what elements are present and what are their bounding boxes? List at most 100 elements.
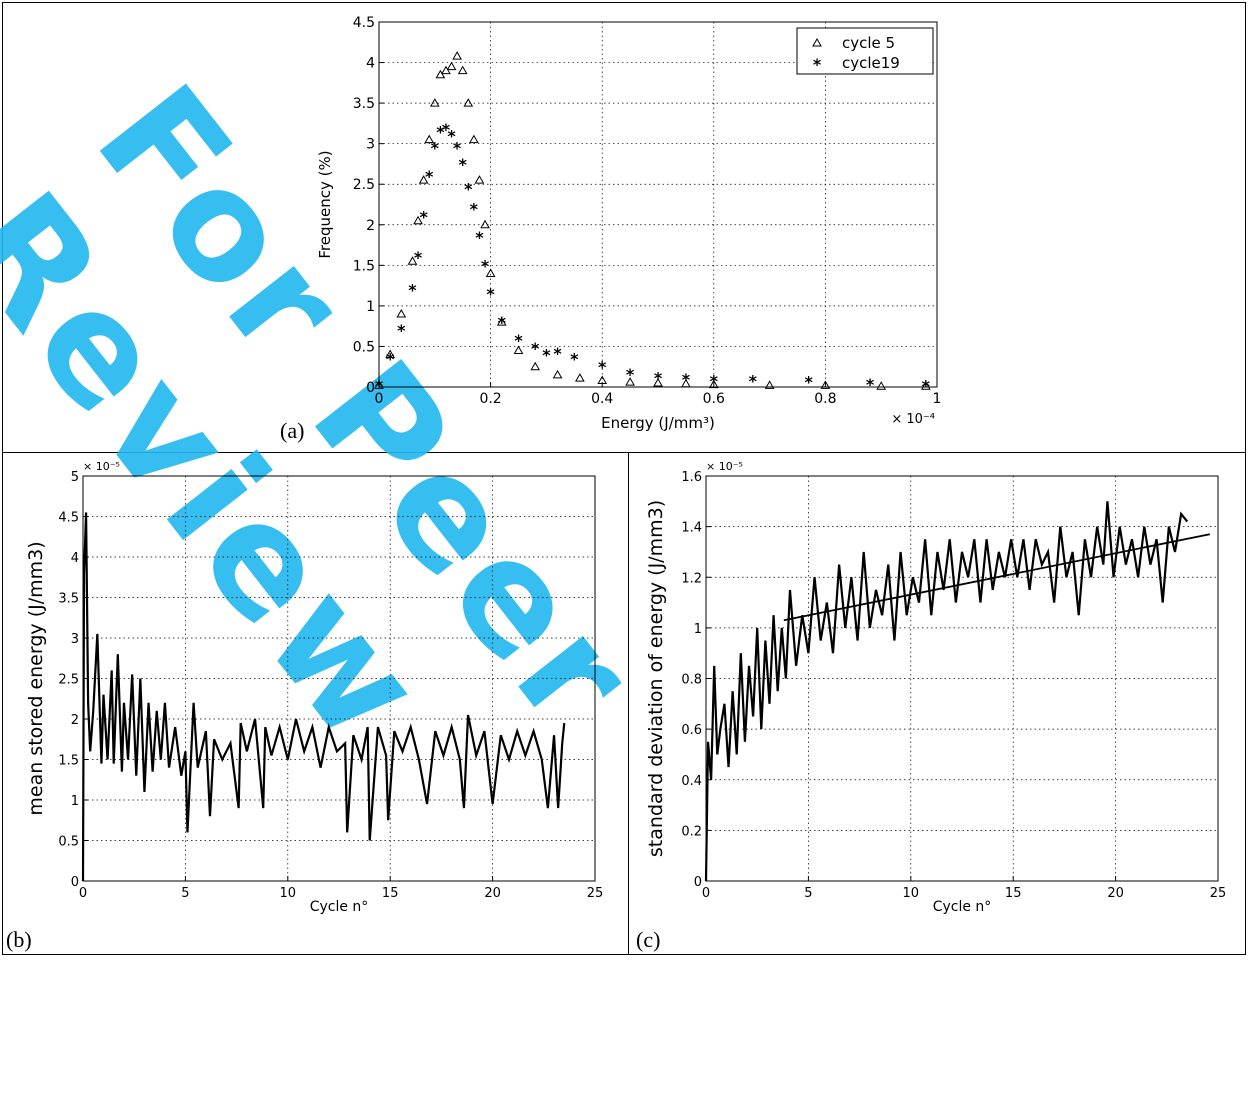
data-point-cycle5: [575, 373, 585, 382]
data-point-cycle5: [625, 377, 635, 386]
legend-label: cycle 5: [842, 34, 895, 52]
x-axis-label: Cycle n°: [310, 899, 369, 915]
data-point-cycle19: *: [408, 281, 417, 300]
y-tick-label: 2: [71, 713, 79, 728]
data-point-cycle5: [485, 268, 496, 277]
data-point-cycle19: *: [397, 321, 406, 340]
data-point-cycle19: *: [514, 331, 523, 350]
data-point-cycle19: *: [442, 120, 451, 139]
trend-line: [783, 533, 1210, 622]
data-point-cycle19: *: [553, 344, 562, 363]
y-tick-label: 3: [366, 137, 375, 153]
x-tick-label: 0.2: [479, 391, 501, 407]
x-tick-label: 0.6: [703, 391, 725, 407]
x-tick-label: 5: [804, 886, 812, 901]
data-point-cycle19: *: [436, 123, 445, 142]
data-point-cycle19: *: [431, 139, 440, 158]
data-point-cycle5: [396, 308, 407, 318]
data-point-cycle5: [418, 175, 429, 184]
y-tick-label: 1: [366, 299, 375, 315]
data-point-cycle19: *: [598, 358, 607, 377]
data-point-cycle5: [597, 375, 608, 385]
x-tick-label: 0: [702, 886, 710, 901]
data-point-cycle5: [764, 380, 775, 389]
x-multiplier: × 10⁻⁴: [891, 412, 935, 427]
y-tick-label: 1.5: [58, 754, 79, 769]
y-tick-label: 3.5: [58, 592, 79, 607]
data-point-cycle5: [452, 51, 462, 60]
x-tick-label: 1: [933, 391, 942, 407]
data-point-cycle5: [407, 256, 418, 265]
data-point-cycle5: [513, 345, 524, 354]
y-tick-label: 0.6: [681, 723, 702, 738]
figure: For Peer Review 0 0.2 0.4 0.6 0.8 1 0 0.5 1 1.5 2 2…: [0, 2, 1246, 955]
data-point-cycle19: *: [481, 256, 490, 275]
data-point-cycle19: *: [425, 167, 434, 186]
y-tick-label: 3.5: [353, 96, 375, 112]
data-point-cycle19: *: [626, 365, 635, 384]
data-point-cycle19: *: [486, 285, 495, 304]
panel-label-c: (c): [636, 927, 661, 952]
x-tick-label: 0.4: [591, 391, 613, 407]
series-line: [704, 501, 1189, 882]
panel-label-a: (a): [280, 418, 305, 443]
x-axis-label: Energy (J/mm³): [601, 414, 715, 432]
y-tick-label: 0.4: [681, 774, 702, 789]
x-tick-label: 25: [587, 886, 604, 901]
data-point-cycle5: [474, 175, 485, 184]
chart-c: 0 5 10 15 20 25 0 0.2 0.4 0.6 0.8 1 1.2 1.4 1.6 × 10⁻⁵ C…: [645, 460, 1227, 915]
data-point-cycle5: [876, 381, 887, 390]
data-point-cycle19: *: [386, 350, 395, 369]
y-tick-label: 0.2: [681, 824, 702, 839]
plot-area: [378, 21, 938, 388]
panel-c-frame: [628, 452, 1246, 955]
series-line: [81, 512, 566, 882]
chart-a: 0 0.2 0.4 0.6 0.8 1 0 0.5 1 1.5 2 2.5 3 3.5 4 4.5 × 10⁻⁴…: [316, 15, 942, 432]
data-point-cycle19: *: [654, 368, 663, 387]
x-tick-label: 20: [484, 886, 501, 901]
y-multiplier: × 10⁻⁵: [83, 460, 120, 473]
x-tick-label: 25: [1210, 886, 1227, 901]
x-axis-label: Cycle n°: [933, 899, 992, 915]
y-tick-label: 4.5: [353, 15, 375, 31]
y-axis-label: Frequency (%): [316, 150, 334, 258]
data-point-cycle19: *: [531, 339, 540, 358]
data-point-cycle19: *: [542, 346, 551, 365]
y-tick-label: 5: [71, 470, 79, 485]
data-point-cycle19: *: [419, 208, 428, 227]
data-point-cycle19: *: [804, 372, 813, 391]
y-tick-label: 0.5: [58, 835, 79, 850]
data-point-cycle5: [429, 98, 440, 107]
data-point-cycle5: [374, 380, 384, 389]
panel-label-b: (b): [6, 927, 32, 952]
data-point-cycle5: [468, 134, 479, 144]
data-point-cycle5: [413, 215, 423, 225]
legend: [796, 27, 934, 75]
legend-label: cycle19: [842, 54, 900, 72]
data-point-cycle19: *: [710, 372, 719, 391]
data-point-cycle5: [424, 134, 435, 144]
y-axis-label: standard deviation of energy (J/mm3): [645, 500, 667, 857]
data-point-cycle19: *: [453, 139, 462, 158]
chart-b: 0 5 10 15 20 25 0 0.5 1 1.5 2 2.5 3 3.5 4 4.5 5 × 10⁻⁵ Cyc…: [25, 460, 604, 915]
legend-marker-cycle5: [812, 37, 822, 47]
data-point-cycle19: *: [464, 179, 473, 198]
data-point-cycle19: *: [866, 375, 875, 394]
x-tick-label: 0: [375, 391, 384, 407]
x-tick-label: 20: [1107, 886, 1124, 901]
y-tick-label: 2.5: [353, 177, 375, 193]
data-point-cycle5: [920, 381, 931, 390]
y-tick-label: 1.6: [681, 470, 702, 485]
data-point-cycle5: [681, 378, 691, 388]
data-point-cycle5: [496, 317, 507, 326]
y-tick-label: 0.5: [353, 339, 375, 355]
y-tick-label: 0: [366, 380, 375, 396]
data-point-cycle19: *: [682, 370, 691, 389]
y-tick-label: 2.5: [58, 673, 79, 688]
data-point-cycle19: *: [414, 248, 423, 267]
plot-area: [705, 475, 1219, 882]
y-tick-label: 4: [71, 551, 79, 566]
y-tick-label: 1.2: [681, 571, 702, 586]
data-point-cycle5: [820, 380, 831, 389]
y-tick-label: 4.5: [58, 511, 79, 526]
